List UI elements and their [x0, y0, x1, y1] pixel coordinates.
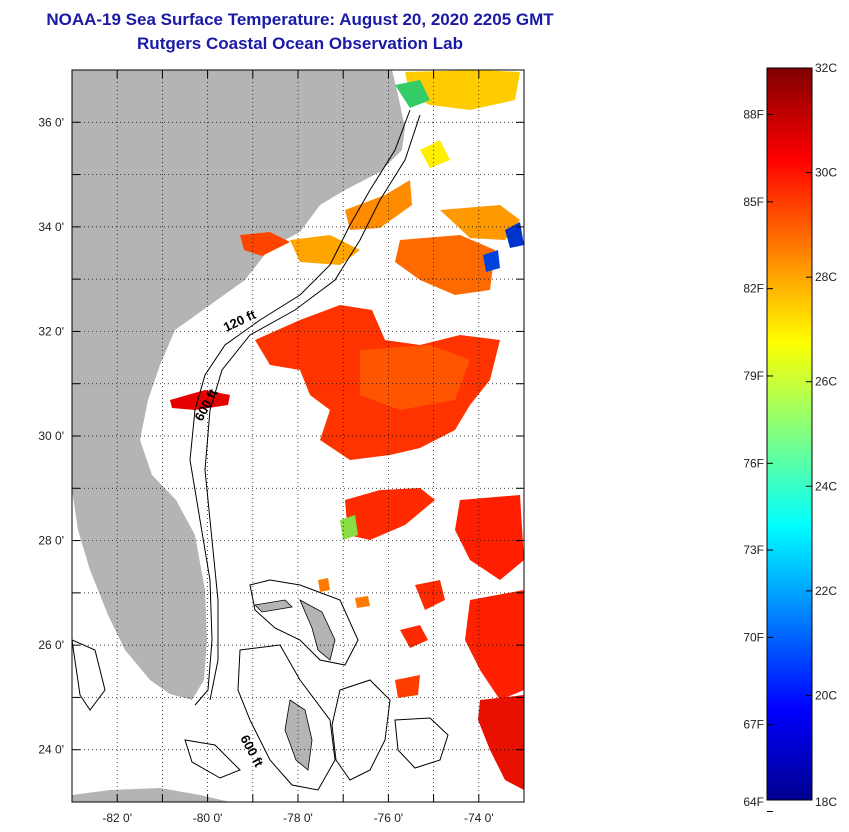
land-bahamas-andros	[284, 699, 313, 771]
fahrenheit-label: 88F	[743, 108, 764, 122]
fahrenheit-label: 64F	[743, 795, 764, 809]
lat-lon-grid	[72, 70, 524, 802]
celsius-label: 22C	[815, 584, 837, 598]
fahrenheit-label: 82F	[743, 282, 764, 296]
lon-tick-label: -78 0'	[283, 811, 313, 825]
map-subtitle: Rutgers Coastal Ocean Observation Lab	[137, 34, 463, 53]
land-bahamas-grand	[254, 599, 293, 613]
lat-tick-label: 32 0'	[38, 324, 64, 338]
sst-data-layer	[170, 70, 524, 790]
celsius-label: 20C	[815, 688, 837, 702]
map-axes: -82 0' -80 0' -78 0' -76 0' -74 0' 36 0' 34 0'…	[38, 69, 525, 825]
lat-tick-label: 36 0'	[38, 115, 64, 129]
fahrenheit-label: 70F	[743, 630, 764, 644]
isobath-contours	[72, 109, 449, 791]
fahrenheit-label: 73F	[743, 543, 764, 557]
colorbar-gradient	[766, 67, 813, 801]
lat-tick-label: 28 0'	[38, 534, 64, 548]
colorbar-labels: 32C 30C 28C 26C 24C 22C 20C 18C 88F 85F 82F 79F 76F 7…	[743, 61, 837, 813]
celsius-label: 30C	[815, 166, 837, 180]
celsius-label: 28C	[815, 270, 837, 284]
land-bahamas-abaco	[299, 599, 336, 661]
land-cuba-fragment	[72, 788, 230, 802]
map-title: NOAA-19 Sea Surface Temperature: August …	[46, 10, 554, 29]
lat-tick-label: 24 0'	[38, 743, 64, 757]
fahrenheit-label: 85F	[743, 195, 764, 209]
land-us-east-coast	[72, 70, 405, 700]
lon-tick-label: -76 0'	[374, 811, 404, 825]
lat-tick-label: 30 0'	[38, 429, 64, 443]
fahrenheit-label: 67F	[743, 718, 764, 732]
fahrenheit-label: 79F	[743, 369, 764, 383]
lat-tick-label: 26 0'	[38, 638, 64, 652]
celsius-label: 18C	[815, 795, 837, 809]
lat-tick-label: 34 0'	[38, 220, 64, 234]
lon-tick-label: -82 0'	[102, 811, 132, 825]
lon-tick-label: -80 0'	[193, 811, 223, 825]
lon-tick-label: -74 0'	[464, 811, 494, 825]
fahrenheit-label: 76F	[743, 456, 764, 470]
celsius-label: 24C	[815, 479, 837, 493]
celsius-label: 32C	[815, 61, 837, 75]
celsius-label: 26C	[815, 375, 837, 389]
